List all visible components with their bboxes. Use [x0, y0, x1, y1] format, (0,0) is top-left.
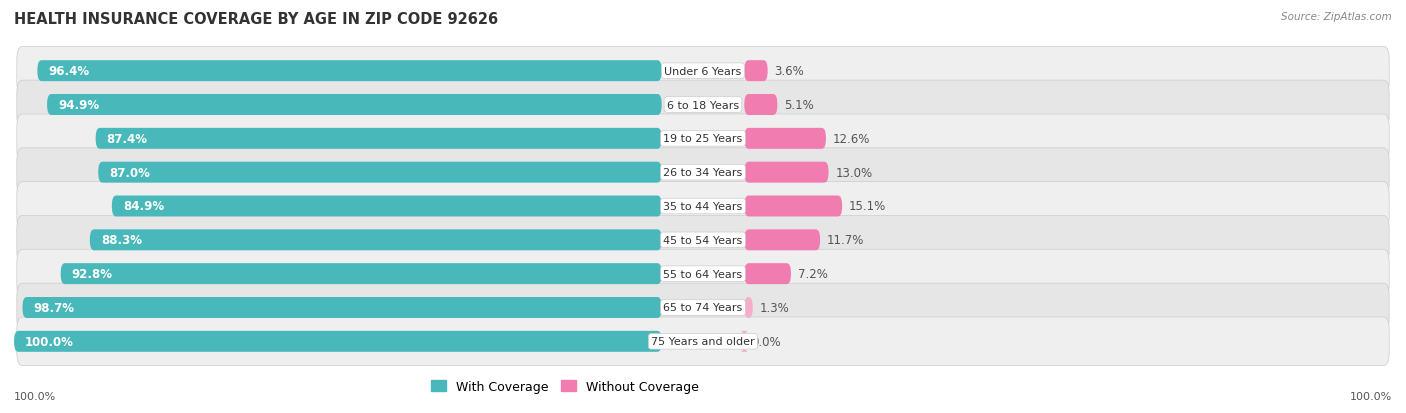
- Text: 45 to 54 Years: 45 to 54 Years: [664, 235, 742, 245]
- Text: 65 to 74 Years: 65 to 74 Years: [664, 303, 742, 313]
- FancyBboxPatch shape: [46, 95, 662, 116]
- Text: 5.1%: 5.1%: [785, 99, 814, 112]
- FancyBboxPatch shape: [744, 230, 820, 251]
- Text: 15.1%: 15.1%: [849, 200, 886, 213]
- FancyBboxPatch shape: [17, 317, 1389, 366]
- FancyBboxPatch shape: [744, 162, 828, 183]
- Text: 100.0%: 100.0%: [14, 391, 56, 401]
- Text: 87.4%: 87.4%: [107, 133, 148, 145]
- Text: 19 to 25 Years: 19 to 25 Years: [664, 134, 742, 144]
- Text: 7.2%: 7.2%: [797, 268, 828, 280]
- FancyBboxPatch shape: [744, 297, 752, 318]
- FancyBboxPatch shape: [17, 182, 1389, 231]
- Text: 55 to 64 Years: 55 to 64 Years: [664, 269, 742, 279]
- Text: Under 6 Years: Under 6 Years: [665, 66, 741, 76]
- Text: 96.4%: 96.4%: [48, 65, 90, 78]
- Text: 3.6%: 3.6%: [775, 65, 804, 78]
- Legend: With Coverage, Without Coverage: With Coverage, Without Coverage: [426, 375, 704, 398]
- Text: 13.0%: 13.0%: [835, 166, 873, 179]
- FancyBboxPatch shape: [38, 61, 662, 82]
- Text: 12.6%: 12.6%: [832, 133, 870, 145]
- FancyBboxPatch shape: [14, 331, 662, 352]
- FancyBboxPatch shape: [98, 162, 662, 183]
- Text: 94.9%: 94.9%: [58, 99, 100, 112]
- FancyBboxPatch shape: [744, 263, 792, 285]
- FancyBboxPatch shape: [740, 331, 748, 352]
- FancyBboxPatch shape: [90, 230, 662, 251]
- FancyBboxPatch shape: [112, 196, 662, 217]
- Text: 100.0%: 100.0%: [1350, 391, 1392, 401]
- Text: 0.0%: 0.0%: [751, 335, 780, 348]
- FancyBboxPatch shape: [17, 250, 1389, 298]
- Text: 75 Years and older: 75 Years and older: [651, 337, 755, 347]
- FancyBboxPatch shape: [744, 128, 825, 150]
- Text: 100.0%: 100.0%: [25, 335, 75, 348]
- FancyBboxPatch shape: [744, 95, 778, 116]
- FancyBboxPatch shape: [96, 128, 662, 150]
- FancyBboxPatch shape: [17, 148, 1389, 197]
- Text: 26 to 34 Years: 26 to 34 Years: [664, 168, 742, 178]
- FancyBboxPatch shape: [17, 283, 1389, 332]
- FancyBboxPatch shape: [744, 61, 768, 82]
- FancyBboxPatch shape: [17, 115, 1389, 163]
- FancyBboxPatch shape: [17, 47, 1389, 96]
- Text: HEALTH INSURANCE COVERAGE BY AGE IN ZIP CODE 92626: HEALTH INSURANCE COVERAGE BY AGE IN ZIP …: [14, 12, 498, 27]
- Text: 6 to 18 Years: 6 to 18 Years: [666, 100, 740, 110]
- Text: 98.7%: 98.7%: [34, 301, 75, 314]
- Text: 84.9%: 84.9%: [122, 200, 165, 213]
- Text: Source: ZipAtlas.com: Source: ZipAtlas.com: [1281, 12, 1392, 22]
- FancyBboxPatch shape: [60, 263, 662, 285]
- Text: 1.3%: 1.3%: [759, 301, 789, 314]
- Text: 35 to 44 Years: 35 to 44 Years: [664, 202, 742, 211]
- Text: 92.8%: 92.8%: [72, 268, 112, 280]
- FancyBboxPatch shape: [22, 297, 662, 318]
- Text: 11.7%: 11.7%: [827, 234, 865, 247]
- Text: 87.0%: 87.0%: [110, 166, 150, 179]
- FancyBboxPatch shape: [744, 196, 842, 217]
- Text: 88.3%: 88.3%: [101, 234, 142, 247]
- FancyBboxPatch shape: [17, 81, 1389, 130]
- FancyBboxPatch shape: [17, 216, 1389, 265]
